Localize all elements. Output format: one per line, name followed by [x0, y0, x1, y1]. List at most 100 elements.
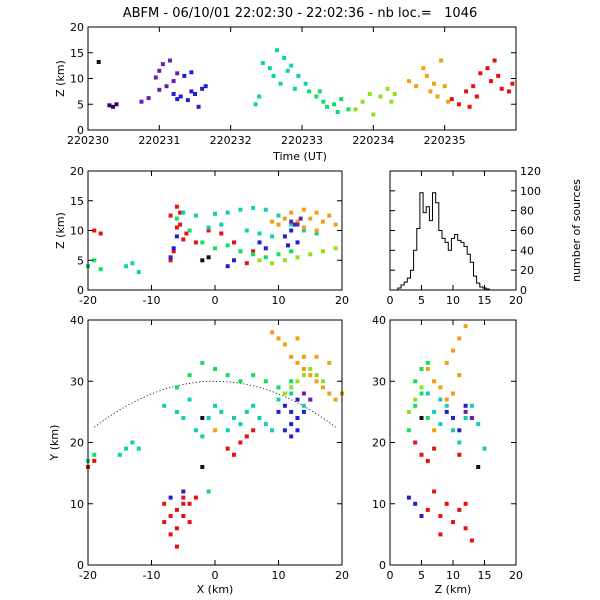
y-tick-label: 15: [70, 47, 84, 60]
data-point: [244, 434, 249, 439]
data-point: [174, 385, 179, 390]
data-point: [510, 81, 515, 86]
data-point: [276, 385, 281, 390]
data-point: [181, 489, 186, 494]
data-point: [432, 409, 437, 414]
data-point: [432, 81, 436, 86]
data-point: [189, 70, 194, 75]
data-point: [289, 379, 294, 384]
data-point: [219, 231, 224, 236]
data-point: [492, 58, 497, 63]
data-point: [451, 520, 455, 525]
data-point: [457, 428, 462, 433]
data-point: [444, 501, 449, 506]
data-point: [444, 360, 449, 365]
data-point: [457, 507, 462, 512]
data-point: [225, 210, 230, 215]
data-point: [463, 501, 468, 506]
panel-x_height: -20 -10 0 10 20 0 5 10 15 20 Z (km): [54, 165, 349, 307]
data-point: [444, 397, 449, 402]
series-5: [270, 207, 338, 233]
x-tick-label: 220233: [281, 134, 323, 147]
data-point: [270, 234, 275, 239]
data-point: [196, 104, 201, 109]
histogram-line: [397, 192, 490, 290]
data-point: [171, 92, 176, 96]
data-point: [206, 489, 211, 494]
data-point: [489, 79, 493, 84]
y-tick-label: 40: [70, 314, 84, 327]
data-point: [321, 249, 325, 254]
panel-z_y: 0 5 10 15 20 0 10 20 30 40 Z (km): [372, 314, 523, 596]
data-point: [225, 264, 230, 269]
data-point: [168, 495, 173, 500]
data-point: [175, 71, 180, 76]
data-point: [130, 440, 135, 445]
data-point: [451, 391, 455, 396]
data-point: [413, 501, 418, 506]
data-point: [282, 342, 287, 347]
data-point: [314, 354, 319, 359]
data-point: [419, 367, 424, 371]
y-tick-label: 40: [372, 314, 386, 327]
y-tick-label: 5: [77, 254, 84, 267]
data-point: [424, 73, 429, 78]
data-point: [419, 452, 424, 457]
data-point: [238, 422, 243, 427]
data-point: [474, 94, 479, 99]
data-point: [292, 222, 297, 227]
x-tick-label: 0: [212, 569, 219, 582]
data-point: [321, 99, 326, 104]
data-point: [327, 391, 332, 396]
data-point: [98, 231, 103, 236]
data-point: [257, 231, 262, 236]
data-point: [413, 397, 418, 402]
data-point: [136, 270, 141, 275]
data-point: [276, 397, 281, 402]
x-tick-label: 220235: [424, 134, 466, 147]
data-point: [478, 71, 483, 76]
data-point: [174, 409, 179, 414]
data-point: [263, 246, 268, 251]
data-point: [182, 73, 187, 78]
x-tick-label: 0: [387, 294, 394, 307]
x-tick-label: 220232: [210, 134, 252, 147]
y-tick-label: 10: [70, 498, 84, 511]
data-point: [406, 409, 411, 414]
data-point: [174, 216, 179, 221]
series-2: [124, 205, 319, 275]
data-point: [187, 397, 192, 402]
x-tick-label: 220234: [352, 134, 394, 147]
x-axis-title: Time (UT): [272, 150, 327, 163]
x-axis-title: Z (km): [435, 583, 472, 596]
series-2: [139, 58, 180, 104]
data-point: [432, 446, 437, 451]
y-tick-label: 0: [77, 284, 84, 297]
data-point: [457, 452, 462, 457]
data-point: [308, 252, 313, 257]
y-tick-label: 5: [77, 98, 84, 111]
data-point: [276, 409, 281, 414]
data-point: [251, 205, 256, 210]
data-point: [289, 422, 294, 427]
data-point: [189, 89, 194, 94]
data-point: [419, 514, 424, 518]
data-point: [421, 66, 426, 71]
y-tick-label: 0: [77, 124, 84, 137]
data-point: [178, 94, 183, 99]
data-point: [442, 84, 447, 89]
data-point: [282, 258, 287, 263]
data-point: [200, 258, 205, 263]
x-tick-label: 20: [509, 294, 523, 307]
data-point: [181, 514, 186, 518]
data-point: [308, 397, 313, 402]
x-tick-label: 20: [335, 294, 349, 307]
data-point: [282, 55, 287, 60]
data-point: [346, 107, 351, 112]
data-point: [251, 428, 256, 433]
data-point: [171, 246, 176, 251]
data-point: [301, 409, 306, 414]
y-axis-title: Z (km): [54, 60, 67, 97]
x-tick-label: 15: [478, 569, 492, 582]
data-point: [168, 514, 173, 518]
